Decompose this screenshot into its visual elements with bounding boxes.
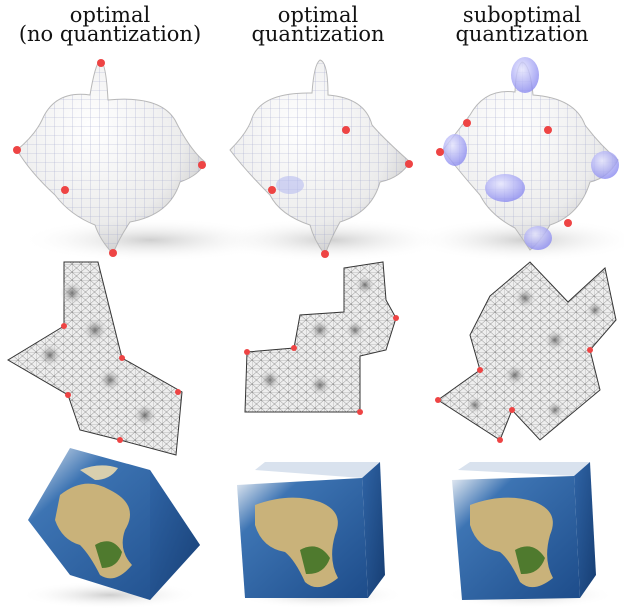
textured-cube-optimal-quantization: [235, 462, 405, 609]
singularity-marker: [65, 392, 71, 398]
textured-cube-suboptimal-quantization: [445, 462, 615, 609]
singularity-marker: [509, 407, 515, 413]
surface-optimal-no-quantization: [13, 59, 280, 262]
column-title-line2: quantization: [455, 22, 589, 46]
singularity-marker: [497, 437, 503, 443]
singularity-marker: [463, 119, 471, 127]
singularity-marker: [198, 161, 206, 169]
column-title-line2: quantization: [251, 22, 385, 46]
singularity-marker: [244, 349, 250, 355]
singularity-marker: [477, 367, 483, 373]
singularity-marker: [436, 148, 444, 156]
singularity-marker: [342, 126, 350, 134]
parameterization-optimal-no-quantization: [7, 261, 183, 456]
singularity-marker: [544, 126, 552, 134]
singularity-marker: [405, 160, 413, 168]
singularity-marker: [321, 250, 329, 258]
singularity-marker: [357, 409, 363, 415]
singularity-marker: [393, 315, 399, 321]
column-title-optimal-quantization: optimal quantization: [218, 3, 418, 46]
surface-optimal-quantization: [210, 59, 450, 262]
parameterization-suboptimal-quantization: [435, 261, 617, 443]
singularity-marker: [291, 345, 297, 351]
column-title-line2: (no quantization): [18, 22, 202, 46]
column-title-line1: optimal: [277, 3, 359, 27]
singularity-marker: [268, 186, 276, 194]
singularity-marker: [175, 389, 181, 395]
column-title-line1: suboptimal: [462, 3, 582, 27]
singularity-marker: [119, 355, 125, 361]
singularity-marker: [109, 249, 117, 257]
singularity-marker: [587, 347, 593, 353]
singularity-marker: [61, 186, 69, 194]
surface-suboptimal-quantization: [410, 57, 624, 262]
singularity-marker: [97, 59, 105, 67]
singularity-marker: [13, 146, 21, 154]
column-title-optimal-no-quantization: optimal (no quantization): [10, 3, 210, 46]
column-title-line1: optimal: [69, 3, 151, 27]
textured-cube-optimal-no-quantization: [20, 448, 200, 609]
column-title-suboptimal-quantization: suboptimal quantization: [422, 3, 622, 46]
singularity-marker: [435, 397, 441, 403]
singularity-marker: [61, 323, 67, 329]
singularity-marker: [564, 219, 572, 227]
parameterization-optimal-quantization: [244, 261, 399, 415]
singularity-marker: [117, 437, 123, 443]
